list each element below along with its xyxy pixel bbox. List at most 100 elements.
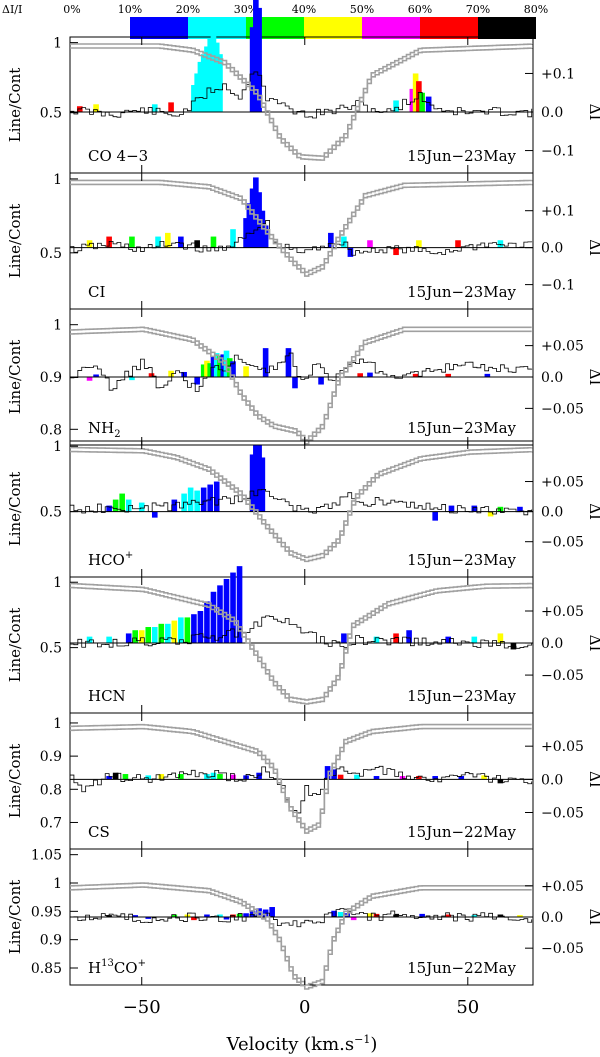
diff-bar [197,61,204,113]
y2-tick-label: +0.05 [541,604,584,620]
diff-bar [256,445,262,512]
diff-bar [223,917,230,920]
diff-bar [416,81,422,113]
panel-co-4-3: 0.5 1 +0.1 0.0 −0.1 ΔI Line/Cont CO 4−3 15Jun−23… [6,0,600,174]
diff-bar [129,377,135,381]
diff-bar [132,630,139,644]
diff-bar [256,772,262,780]
diff-bar [194,240,200,248]
diff-bar [217,54,223,113]
diff-bar [204,601,210,644]
date-label: 15Jun−23May [407,419,516,437]
date-label: 15Jun−22May [407,959,516,977]
profile-date-1 [70,43,533,157]
diff-bar [432,511,438,521]
diff-bar [106,636,112,644]
diff-bar [292,377,298,389]
colorbar-tick-label: 70% [466,3,490,16]
date-label: 15Jun−23May [407,687,516,705]
diff-bar [246,203,253,248]
diff-bar [178,774,184,780]
diff-bar [253,0,259,113]
y-tick-label: 1.05 [31,848,62,864]
y-tick-label: 0.95 [31,904,62,920]
diff-bar [393,633,399,644]
y-tick-label: 0.5 [40,246,62,262]
diff-bar [138,630,145,644]
diff-bar [223,578,230,644]
diff-bar [445,914,452,917]
y-tick-label: 0.5 [40,106,62,122]
diff-bar [171,620,178,644]
y-axis-label: Line/Cont [6,340,24,415]
species-label: HCO+ [88,550,133,569]
diff-bar [497,633,504,644]
diff-bar [207,38,214,113]
diff-bar [354,774,360,780]
colorbar-tick-label: 30% [234,3,258,16]
colorbar-tick-label: 80% [524,3,548,16]
diff-bar [249,454,256,512]
diff-bar [194,490,200,512]
y-tick-label: 0.8 [40,782,62,798]
diff-bar [178,236,184,248]
diff-bar [138,502,145,512]
profile-date-2 [70,330,532,445]
diff-bar [204,360,210,377]
y-tick-label: 1 [53,172,62,188]
profile-date-2 [70,727,532,834]
y2-tick-label: −0.05 [541,941,584,957]
species-sup: + [125,550,133,561]
profile-date-2 [70,450,533,563]
y-tick-label: 1 [53,318,62,334]
diff-bar [367,372,373,377]
diff-bar [347,247,354,257]
diff-bar [93,374,99,377]
diff-bar [106,505,112,512]
species-main: CS [88,823,110,841]
diff-bar [262,225,269,248]
diff-bar [210,772,217,780]
species-label: NH2 [88,419,121,440]
colorbar-tick-label: 40% [292,3,316,16]
diff-bar [191,85,197,113]
date-label: 15Jun−22May [407,823,516,841]
colorbar-label: ΔI/I [2,3,22,16]
species-main: NH [88,419,114,437]
diff-bar [151,627,158,644]
diff-bar [243,366,249,377]
diff-bar [367,240,373,248]
diff-bar [220,354,227,377]
profile-date-2 [70,886,532,990]
species-main: CI [88,283,105,301]
diff-bar [419,913,425,917]
panel-cs: 0.7 0.8 0.9 1 +0.05 0.0 −0.05 ΔI Line/Cont CS 15Ju… [6,712,600,850]
y-tick-label: 1 [53,716,62,732]
diff-bar [445,636,452,644]
y2-axis-label: ΔI [586,104,600,121]
diff-bar [373,776,380,780]
y-tick-label: 1 [53,36,62,52]
species-sub: 2 [114,429,120,440]
diff-bar [517,506,523,512]
diff-bar [350,917,357,921]
diff-bar [416,240,422,248]
diff-bar [210,591,217,644]
diff-bar [471,915,478,917]
diff-bar [236,913,243,917]
colorbar-tick-label: 10% [118,3,142,16]
diff-bar [249,27,256,113]
profile-date-2 [70,47,533,161]
diff-bar [119,493,125,512]
y-axis-label: Line/Cont [6,608,24,683]
diff-bar [151,511,158,518]
diff-bar [122,774,129,780]
diff-bar [168,102,174,113]
diff-bar [419,92,425,113]
diff-bar [253,177,259,248]
y2-tick-label: 0.0 [541,636,563,652]
diff-bar [112,772,119,780]
y-tick-label: 0.85 [31,961,62,977]
